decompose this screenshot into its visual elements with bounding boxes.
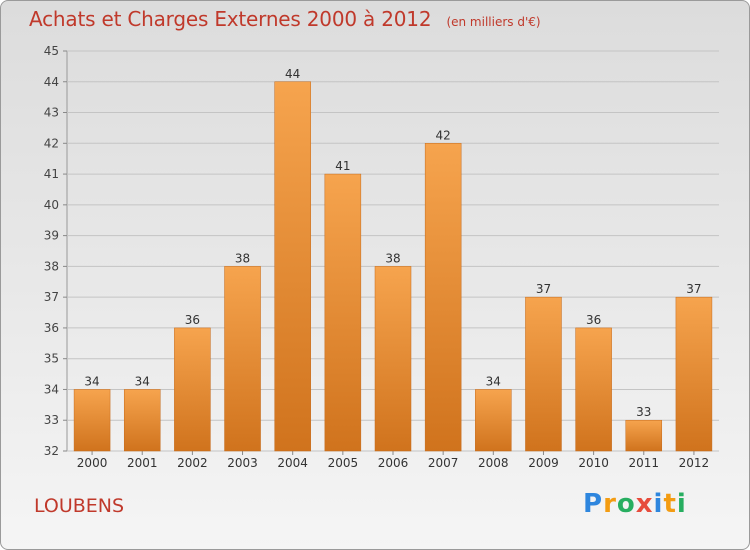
y-tick-label: 36 bbox=[44, 321, 59, 335]
bar-2000 bbox=[73, 389, 111, 452]
chart-subtitle: (en milliers d'€) bbox=[446, 15, 541, 29]
y-tick-label: 34 bbox=[44, 382, 59, 396]
data-label: 36 bbox=[586, 313, 601, 327]
bar-2004 bbox=[274, 81, 311, 452]
bar-2008 bbox=[475, 389, 512, 452]
bar-2003 bbox=[224, 266, 261, 452]
x-tick-label: 2009 bbox=[528, 456, 559, 470]
bar-2012 bbox=[675, 296, 713, 452]
y-tick-label: 37 bbox=[44, 290, 59, 304]
data-label: 34 bbox=[135, 374, 150, 388]
y-tick-label: 33 bbox=[44, 413, 59, 427]
title-row: Achats et Charges Externes 2000 à 2012 (… bbox=[29, 7, 541, 31]
data-label: 37 bbox=[536, 282, 551, 296]
bar-2001 bbox=[123, 389, 161, 452]
y-tick-label: 41 bbox=[44, 167, 59, 181]
data-label: 33 bbox=[636, 405, 651, 419]
y-tick-label: 32 bbox=[44, 444, 59, 458]
data-label: 41 bbox=[335, 159, 350, 173]
commune-name: LOUBENS bbox=[34, 495, 125, 517]
y-tick-label: 35 bbox=[44, 352, 59, 366]
x-tick-label: 2003 bbox=[227, 456, 258, 470]
x-tick-label: 2012 bbox=[679, 456, 710, 470]
data-label: 34 bbox=[84, 374, 99, 388]
y-tick-label: 38 bbox=[44, 259, 59, 273]
x-tick-label: 2000 bbox=[77, 456, 108, 470]
bar-2005 bbox=[324, 173, 362, 452]
y-tick-label: 44 bbox=[44, 75, 59, 89]
x-tick-label: 2011 bbox=[628, 456, 659, 470]
data-label: 42 bbox=[436, 128, 451, 142]
data-label: 38 bbox=[385, 251, 400, 265]
y-tick-label: 39 bbox=[44, 229, 59, 243]
proxiti-logo[interactable]: Proxiti bbox=[583, 489, 687, 519]
x-tick-label: 2006 bbox=[378, 456, 409, 470]
y-tick-label: 43 bbox=[44, 106, 59, 120]
bar-2006 bbox=[374, 266, 412, 452]
bar-2007 bbox=[424, 143, 462, 452]
x-tick-label: 2007 bbox=[428, 456, 459, 470]
x-tick-label: 2001 bbox=[127, 456, 158, 470]
bar-2011 bbox=[625, 419, 663, 452]
data-label: 38 bbox=[235, 251, 250, 265]
x-tick-label: 2010 bbox=[578, 456, 609, 470]
data-label: 34 bbox=[486, 374, 501, 388]
data-label: 36 bbox=[185, 313, 200, 327]
bar-2002 bbox=[174, 327, 211, 452]
x-tick-label: 2004 bbox=[277, 456, 308, 470]
x-tick-label: 2008 bbox=[478, 456, 509, 470]
data-label: 37 bbox=[686, 282, 701, 296]
bar-2010 bbox=[575, 327, 612, 452]
x-tick-label: 2005 bbox=[328, 456, 359, 470]
bar-2009 bbox=[525, 296, 562, 452]
x-tick-label: 2002 bbox=[177, 456, 208, 470]
y-tick-label: 45 bbox=[44, 44, 59, 58]
y-tick-label: 40 bbox=[44, 198, 59, 212]
data-label: 44 bbox=[285, 67, 300, 81]
chart-title: Achats et Charges Externes 2000 à 2012 bbox=[29, 7, 432, 31]
bar-chart: 32 33 34 35 36 37 38 39 40 41 42 43 44 45 34 2000 34 200… bbox=[44, 44, 719, 470]
y-tick-label: 42 bbox=[44, 136, 59, 150]
